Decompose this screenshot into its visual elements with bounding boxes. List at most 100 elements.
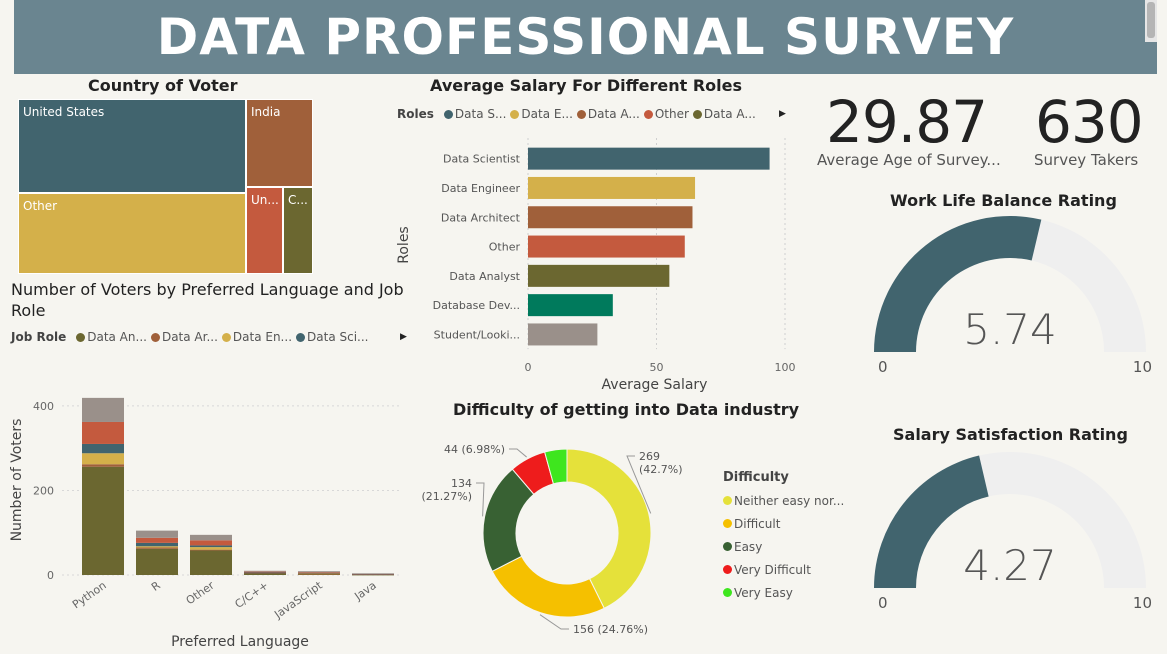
language-bar-segment[interactable]: [82, 443, 124, 454]
language-bar-segment[interactable]: [298, 573, 340, 575]
language-bar-segment[interactable]: [244, 573, 286, 575]
language-bar-segment[interactable]: [244, 571, 286, 573]
language-bar-segment[interactable]: [136, 546, 178, 548]
language-bar-segment[interactable]: [352, 573, 394, 575]
language-bar-segment[interactable]: [136, 548, 178, 575]
language-bar-segment[interactable]: [82, 453, 124, 465]
salary-y-tick: Data Analyst: [449, 270, 520, 283]
salary-y-tick: Data Scientist: [443, 153, 521, 166]
salary-bar[interactable]: [528, 294, 613, 317]
language-x-tick: Other: [184, 579, 217, 608]
gauge-salary-title: Salary Satisfaction Rating: [893, 425, 1128, 444]
treemap-tile-uk[interactable]: Un...: [246, 187, 283, 274]
salary-legend-title: Roles: [397, 107, 434, 121]
donut-leader-line: [626, 455, 652, 514]
salary-bar[interactable]: [528, 264, 670, 287]
donut-legend-item[interactable]: Very Difficult: [723, 558, 844, 581]
gauge-work-life-title: Work Life Balance Rating: [890, 191, 1117, 210]
gauge-value-arc[interactable]: [874, 455, 989, 588]
language-bar-segment[interactable]: [136, 537, 178, 543]
salary-legend-item[interactable]: Data E...: [521, 107, 573, 121]
page-title: DATA PROFESSIONAL SURVEY: [156, 8, 1015, 66]
salary-chart-title: Average Salary For Different Roles: [430, 76, 742, 95]
language-chart-title: Number of Voters by Preferred Language a…: [11, 280, 404, 320]
legend-dot: [576, 109, 586, 119]
salary-y-tick: Other: [489, 241, 521, 254]
salary-bar[interactable]: [528, 176, 696, 199]
language-bar-segment[interactable]: [136, 547, 178, 549]
language-bar-segment[interactable]: [190, 534, 232, 541]
salary-legend-item[interactable]: Other: [654, 107, 689, 121]
salary-y-tick: Database Dev...: [433, 299, 520, 312]
donut-slice[interactable]: [566, 448, 652, 609]
language-bar-segment[interactable]: [82, 397, 124, 422]
legend-dot: [221, 332, 231, 342]
language-bar-segment[interactable]: [190, 549, 232, 551]
salary-legend-item[interactable]: Data S...: [454, 107, 507, 121]
language-bar-segment[interactable]: [244, 572, 286, 574]
donut-legend-item[interactable]: Easy: [723, 535, 844, 558]
donut-leader-line: [509, 448, 527, 458]
language-bar-segment[interactable]: [82, 421, 124, 444]
language-bar-segment[interactable]: [298, 574, 340, 575]
legend-dot: [643, 109, 653, 119]
scrollbar[interactable]: [1145, 0, 1157, 42]
treemap-tile-canada[interactable]: C...: [283, 187, 313, 274]
language-bar-segment[interactable]: [136, 530, 178, 538]
salary-legend-item[interactable]: Data A...: [703, 107, 756, 121]
donut-slice[interactable]: [491, 555, 605, 618]
language-bar-segment[interactable]: [190, 550, 232, 575]
donut-legend-item[interactable]: Very Easy: [723, 581, 844, 604]
gauge-max-label: 10: [1133, 358, 1152, 376]
language-legend-item[interactable]: Data An...: [87, 330, 147, 344]
language-bar-segment[interactable]: [244, 570, 286, 572]
donut-leader-line: [476, 482, 485, 517]
donut-legend-item[interactable]: Difficult: [723, 512, 844, 535]
scrollbar-thumb[interactable]: [1147, 2, 1155, 38]
salary-bar[interactable]: [528, 206, 693, 229]
language-bar-segment[interactable]: [352, 574, 394, 576]
salary-legend-next-icon[interactable]: ▶: [779, 109, 786, 119]
language-bar-segment[interactable]: [298, 573, 340, 575]
language-bar-segment[interactable]: [190, 545, 232, 548]
gauge-min-label: 0: [878, 358, 888, 376]
language-x-tick: JavaScript: [271, 578, 325, 621]
language-bar-chart: 0 200 400 Python R Other C/C++ JavaScript Java Pr…: [9, 397, 400, 650]
treemap-tile-united-states[interactable]: United States: [18, 99, 246, 193]
salary-x-tick: 50: [650, 361, 664, 374]
legend-dot: [510, 109, 520, 119]
language-bar-segment[interactable]: [82, 464, 124, 467]
language-bar-segment[interactable]: [190, 547, 232, 550]
language-y-tick: 400: [33, 400, 54, 413]
language-legend-item[interactable]: Data En...: [232, 330, 293, 344]
language-bar-segment[interactable]: [352, 573, 394, 575]
donut-slice[interactable]: [544, 448, 568, 485]
language-bar-segment[interactable]: [244, 572, 286, 574]
language-bar-segment[interactable]: [298, 571, 340, 573]
donut-data-label: (21.27%): [421, 490, 472, 503]
donut-legend-label: Easy: [734, 539, 763, 554]
gauge-max-label: 10: [1133, 594, 1152, 612]
language-bar-segment[interactable]: [190, 540, 232, 546]
gauge-value-arc[interactable]: [874, 216, 1042, 352]
treemap: United States Other India Un... C...: [18, 99, 314, 274]
salary-x-tick: 100: [775, 361, 796, 374]
salary-satisfaction-gauge: 4.27 0 10: [874, 452, 1152, 612]
donut-legend-item[interactable]: Neither easy nor...: [723, 489, 844, 512]
language-bar-segment[interactable]: [298, 572, 340, 574]
treemap-tile-other[interactable]: Other: [18, 193, 246, 274]
language-x-tick: R: [149, 579, 163, 594]
language-legend-next-icon[interactable]: ▶: [400, 332, 407, 342]
language-bar-segment[interactable]: [352, 574, 394, 575]
language-bar-segment[interactable]: [82, 466, 124, 575]
salary-bar[interactable]: [528, 235, 685, 258]
language-legend-item[interactable]: Data Ar...: [161, 330, 218, 344]
language-bar-segment[interactable]: [136, 542, 178, 547]
language-bar-segment[interactable]: [298, 572, 340, 574]
salary-bar[interactable]: [528, 147, 770, 170]
salary-legend-item[interactable]: Data A...: [587, 107, 640, 121]
salary-y-axis-label: Roles: [396, 226, 412, 263]
salary-bar[interactable]: [528, 323, 598, 346]
language-legend-item[interactable]: Data Sci...: [307, 330, 369, 344]
treemap-tile-india[interactable]: India: [246, 99, 313, 187]
